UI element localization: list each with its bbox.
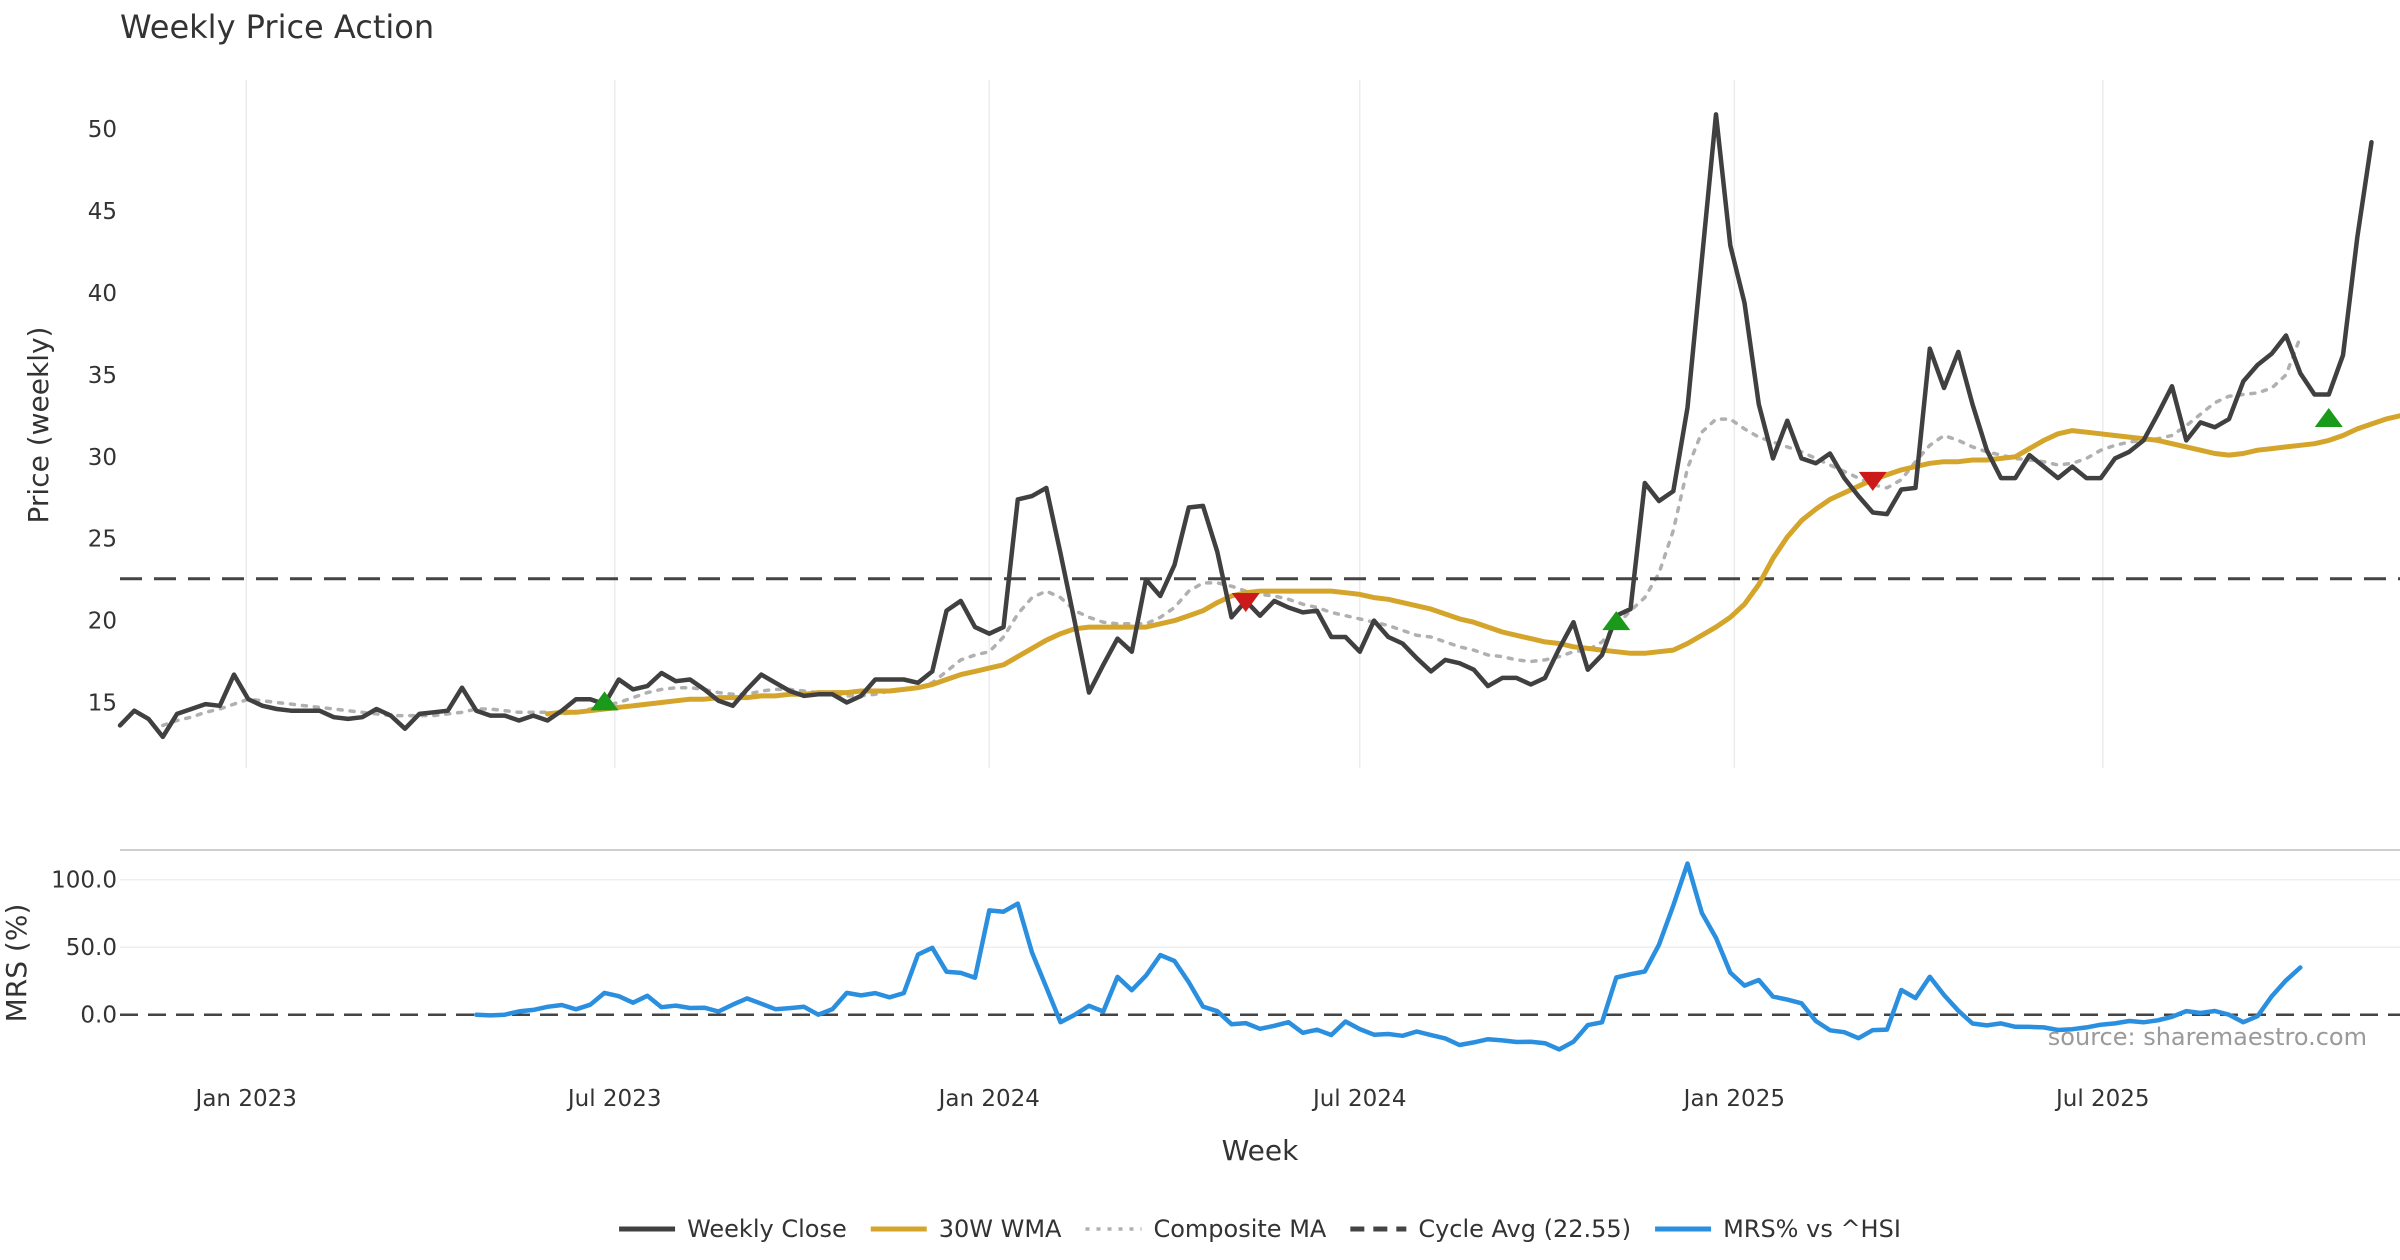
legend-item: MRS% vs ^HSI bbox=[1655, 1215, 1901, 1243]
sell-signal-marker bbox=[1231, 593, 1260, 613]
x-axis-ticks: Jan 2023 Jul 2023 Jan 2024 Jul 2024 Jan 2025… bbox=[194, 1086, 2150, 1112]
x-tick-label: Jul 2023 bbox=[566, 1086, 662, 1112]
x-tick-label: Jul 2024 bbox=[1311, 1086, 1407, 1112]
mrs-grid bbox=[120, 849, 2400, 1016]
series-30w-wma bbox=[545, 413, 2400, 717]
price-y-tick-label: 20 bbox=[88, 609, 117, 635]
x-tick-label: Jan 2025 bbox=[1682, 1086, 1785, 1112]
mrs-y-tick-label: 50.0 bbox=[66, 935, 117, 961]
series-mrs-vs-hsi bbox=[474, 861, 2303, 1052]
price-series bbox=[117, 112, 2400, 740]
buy-signal-marker bbox=[590, 691, 619, 711]
price-y-tick-label: 40 bbox=[88, 281, 117, 307]
legend-label: Weekly Close bbox=[687, 1215, 847, 1243]
legend-label: MRS% vs ^HSI bbox=[1723, 1215, 1901, 1243]
series-weekly-close bbox=[117, 112, 2374, 740]
legend-item: Cycle Avg (22.55) bbox=[1350, 1215, 1631, 1243]
x-tick-label: Jan 2023 bbox=[194, 1086, 297, 1112]
price-y-axis: 15 20 25 30 35 40 45 50 bbox=[88, 117, 117, 716]
x-tick-label: Jan 2024 bbox=[937, 1086, 1040, 1112]
price-grid bbox=[245, 80, 2104, 768]
chart-title: Weekly Price Action bbox=[120, 8, 434, 46]
price-y-tick-label: 45 bbox=[88, 199, 117, 225]
legend-label: Cycle Avg (22.55) bbox=[1418, 1215, 1631, 1243]
price-y-tick-label: 30 bbox=[88, 445, 117, 471]
legend-label: Composite MA bbox=[1153, 1215, 1326, 1243]
mrs-panel: 0.0 50.0 100.0 MRS (%) source: sharemaestr… bbox=[0, 849, 2400, 1052]
mrs-y-tick-label: 100.0 bbox=[51, 868, 117, 894]
source-text: source: sharemaestro.com bbox=[2048, 1023, 2367, 1051]
mrs-y-axis-label: MRS (%) bbox=[0, 904, 33, 1023]
buy-signal-marker bbox=[2314, 407, 2343, 427]
price-y-tick-label: 35 bbox=[88, 363, 117, 389]
x-axis-label: Week bbox=[1222, 1134, 1299, 1167]
legend-label: 30W WMA bbox=[939, 1215, 1062, 1243]
price-y-tick-label: 50 bbox=[88, 117, 117, 143]
price-y-axis-label: Price (weekly) bbox=[22, 327, 55, 524]
mrs-y-axis: 0.0 50.0 100.0 bbox=[51, 868, 117, 1029]
series-composite-ma bbox=[161, 335, 2303, 728]
mrs-y-tick-label: 0.0 bbox=[80, 1003, 117, 1029]
legend: Weekly Close 30W WMA Composite MA Cycle Avg… bbox=[619, 1215, 1901, 1243]
price-panel: 15 20 25 30 35 40 45 50 Weekly Price Action Pri… bbox=[22, 8, 2400, 768]
price-y-tick-label: 15 bbox=[88, 690, 117, 716]
x-tick-label: Jul 2025 bbox=[2054, 1086, 2150, 1112]
sell-signal-marker bbox=[1858, 471, 1887, 491]
signal-markers bbox=[590, 407, 2343, 711]
buy-signal-marker bbox=[1602, 611, 1631, 631]
legend-item: Composite MA bbox=[1085, 1215, 1327, 1243]
legend-item: Weekly Close bbox=[619, 1215, 847, 1243]
legend-item: 30W WMA bbox=[870, 1215, 1062, 1243]
price-y-tick-label: 25 bbox=[88, 527, 117, 553]
mrs-series bbox=[474, 861, 2303, 1052]
